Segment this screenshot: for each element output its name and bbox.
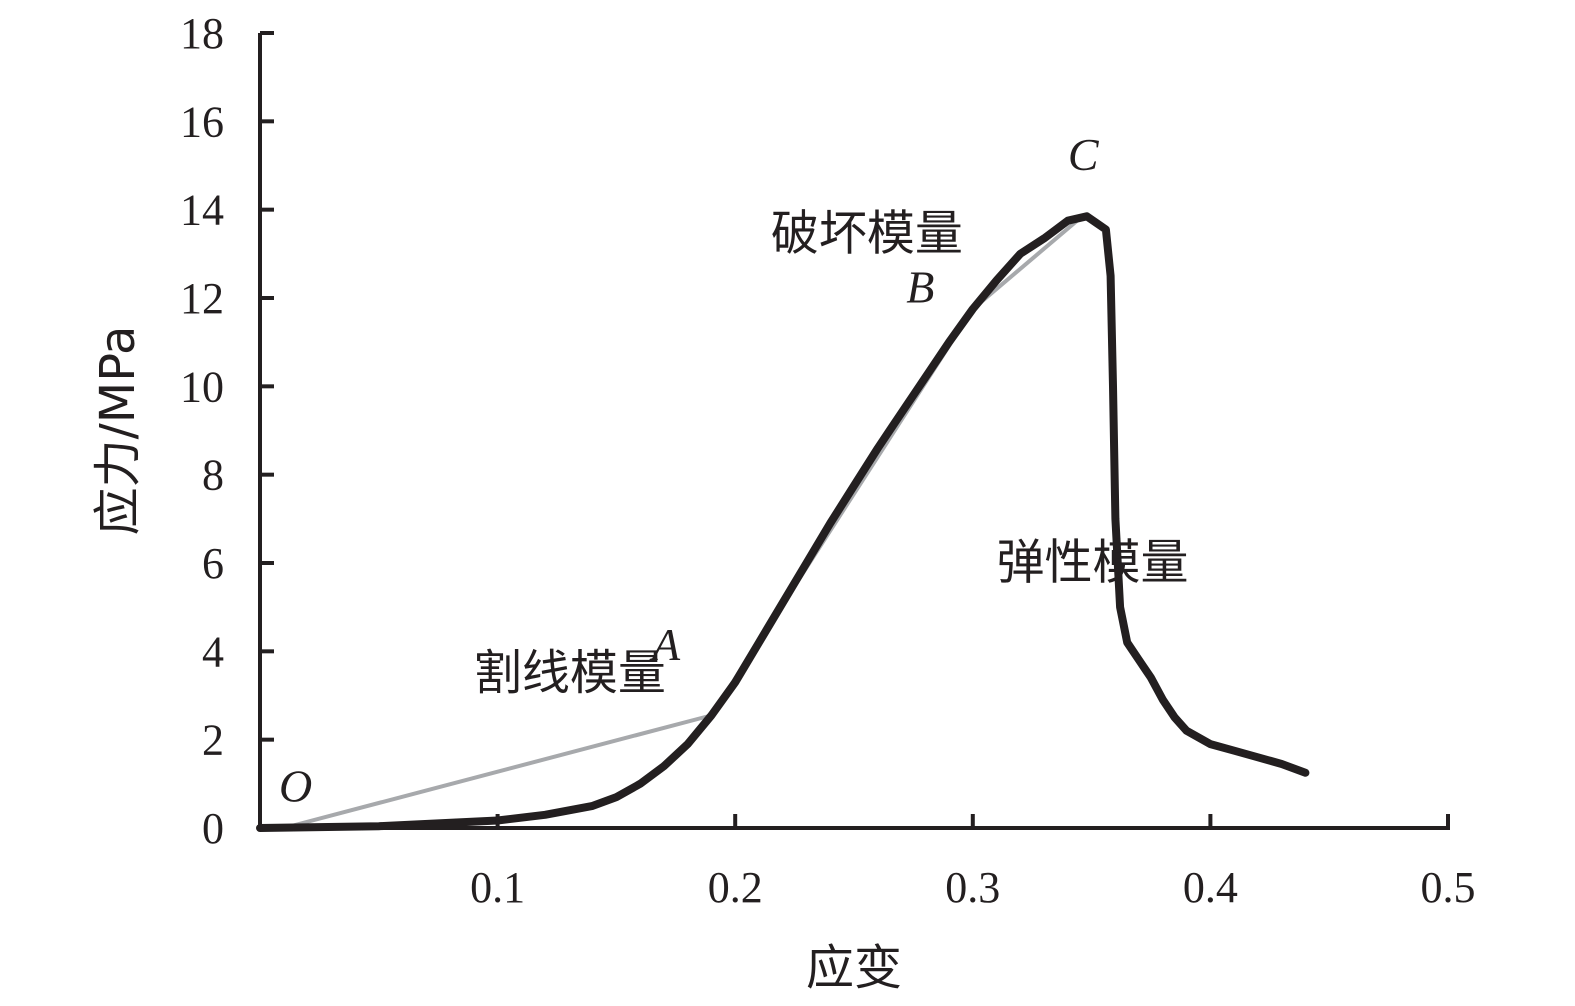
y-tick-label: 0 [202, 804, 224, 853]
modulus-annotation: 弹性模量 [997, 534, 1189, 590]
y-tick-label: 8 [202, 451, 224, 500]
stress-strain-series [256, 212, 1310, 832]
y-axis-ticks: 0 2 4 6 8 10 12 14 16 18 [180, 9, 274, 853]
y-axis-title: 应力/MPa [90, 326, 146, 536]
stress-strain-curve [256, 212, 1310, 832]
y-tick-label: 12 [180, 274, 224, 323]
y-tick-label: 6 [202, 539, 224, 588]
modulus-annotation: 破坏模量 [771, 205, 963, 261]
modulus-reference-lines [283, 216, 1082, 830]
x-tick-label: 0.5 [1421, 863, 1476, 912]
x-tick-label: 0.3 [945, 863, 1000, 912]
axes [258, 33, 1450, 830]
modulus-reference-line [283, 713, 712, 830]
modulus-annotation: 割线模量 [474, 645, 666, 701]
y-tick-label: 18 [180, 9, 224, 58]
y-tick-label: 10 [180, 362, 224, 411]
x-tick-label: 0.2 [708, 863, 763, 912]
point-label: C [1068, 129, 1100, 180]
modulus-reference-line [971, 216, 1082, 311]
point-label: O [279, 761, 312, 812]
y-tick-label: 14 [180, 186, 224, 235]
modulus-annotations: 割线模量 弹性模量 破坏模量 [474, 205, 1189, 700]
point-label: A [649, 619, 681, 670]
y-tick-label: 2 [202, 716, 224, 765]
point-labels: O A B C [279, 129, 1100, 812]
y-tick-label: 16 [180, 97, 224, 146]
y-tick-label: 4 [202, 627, 224, 676]
x-axis-title: 应变 [806, 940, 902, 996]
point-label: B [906, 261, 934, 312]
x-tick-label: 0.4 [1183, 863, 1238, 912]
x-tick-label: 0.1 [470, 863, 525, 912]
x-axis-ticks: 0.1 0.2 0.3 0.4 0.5 [470, 814, 1476, 912]
